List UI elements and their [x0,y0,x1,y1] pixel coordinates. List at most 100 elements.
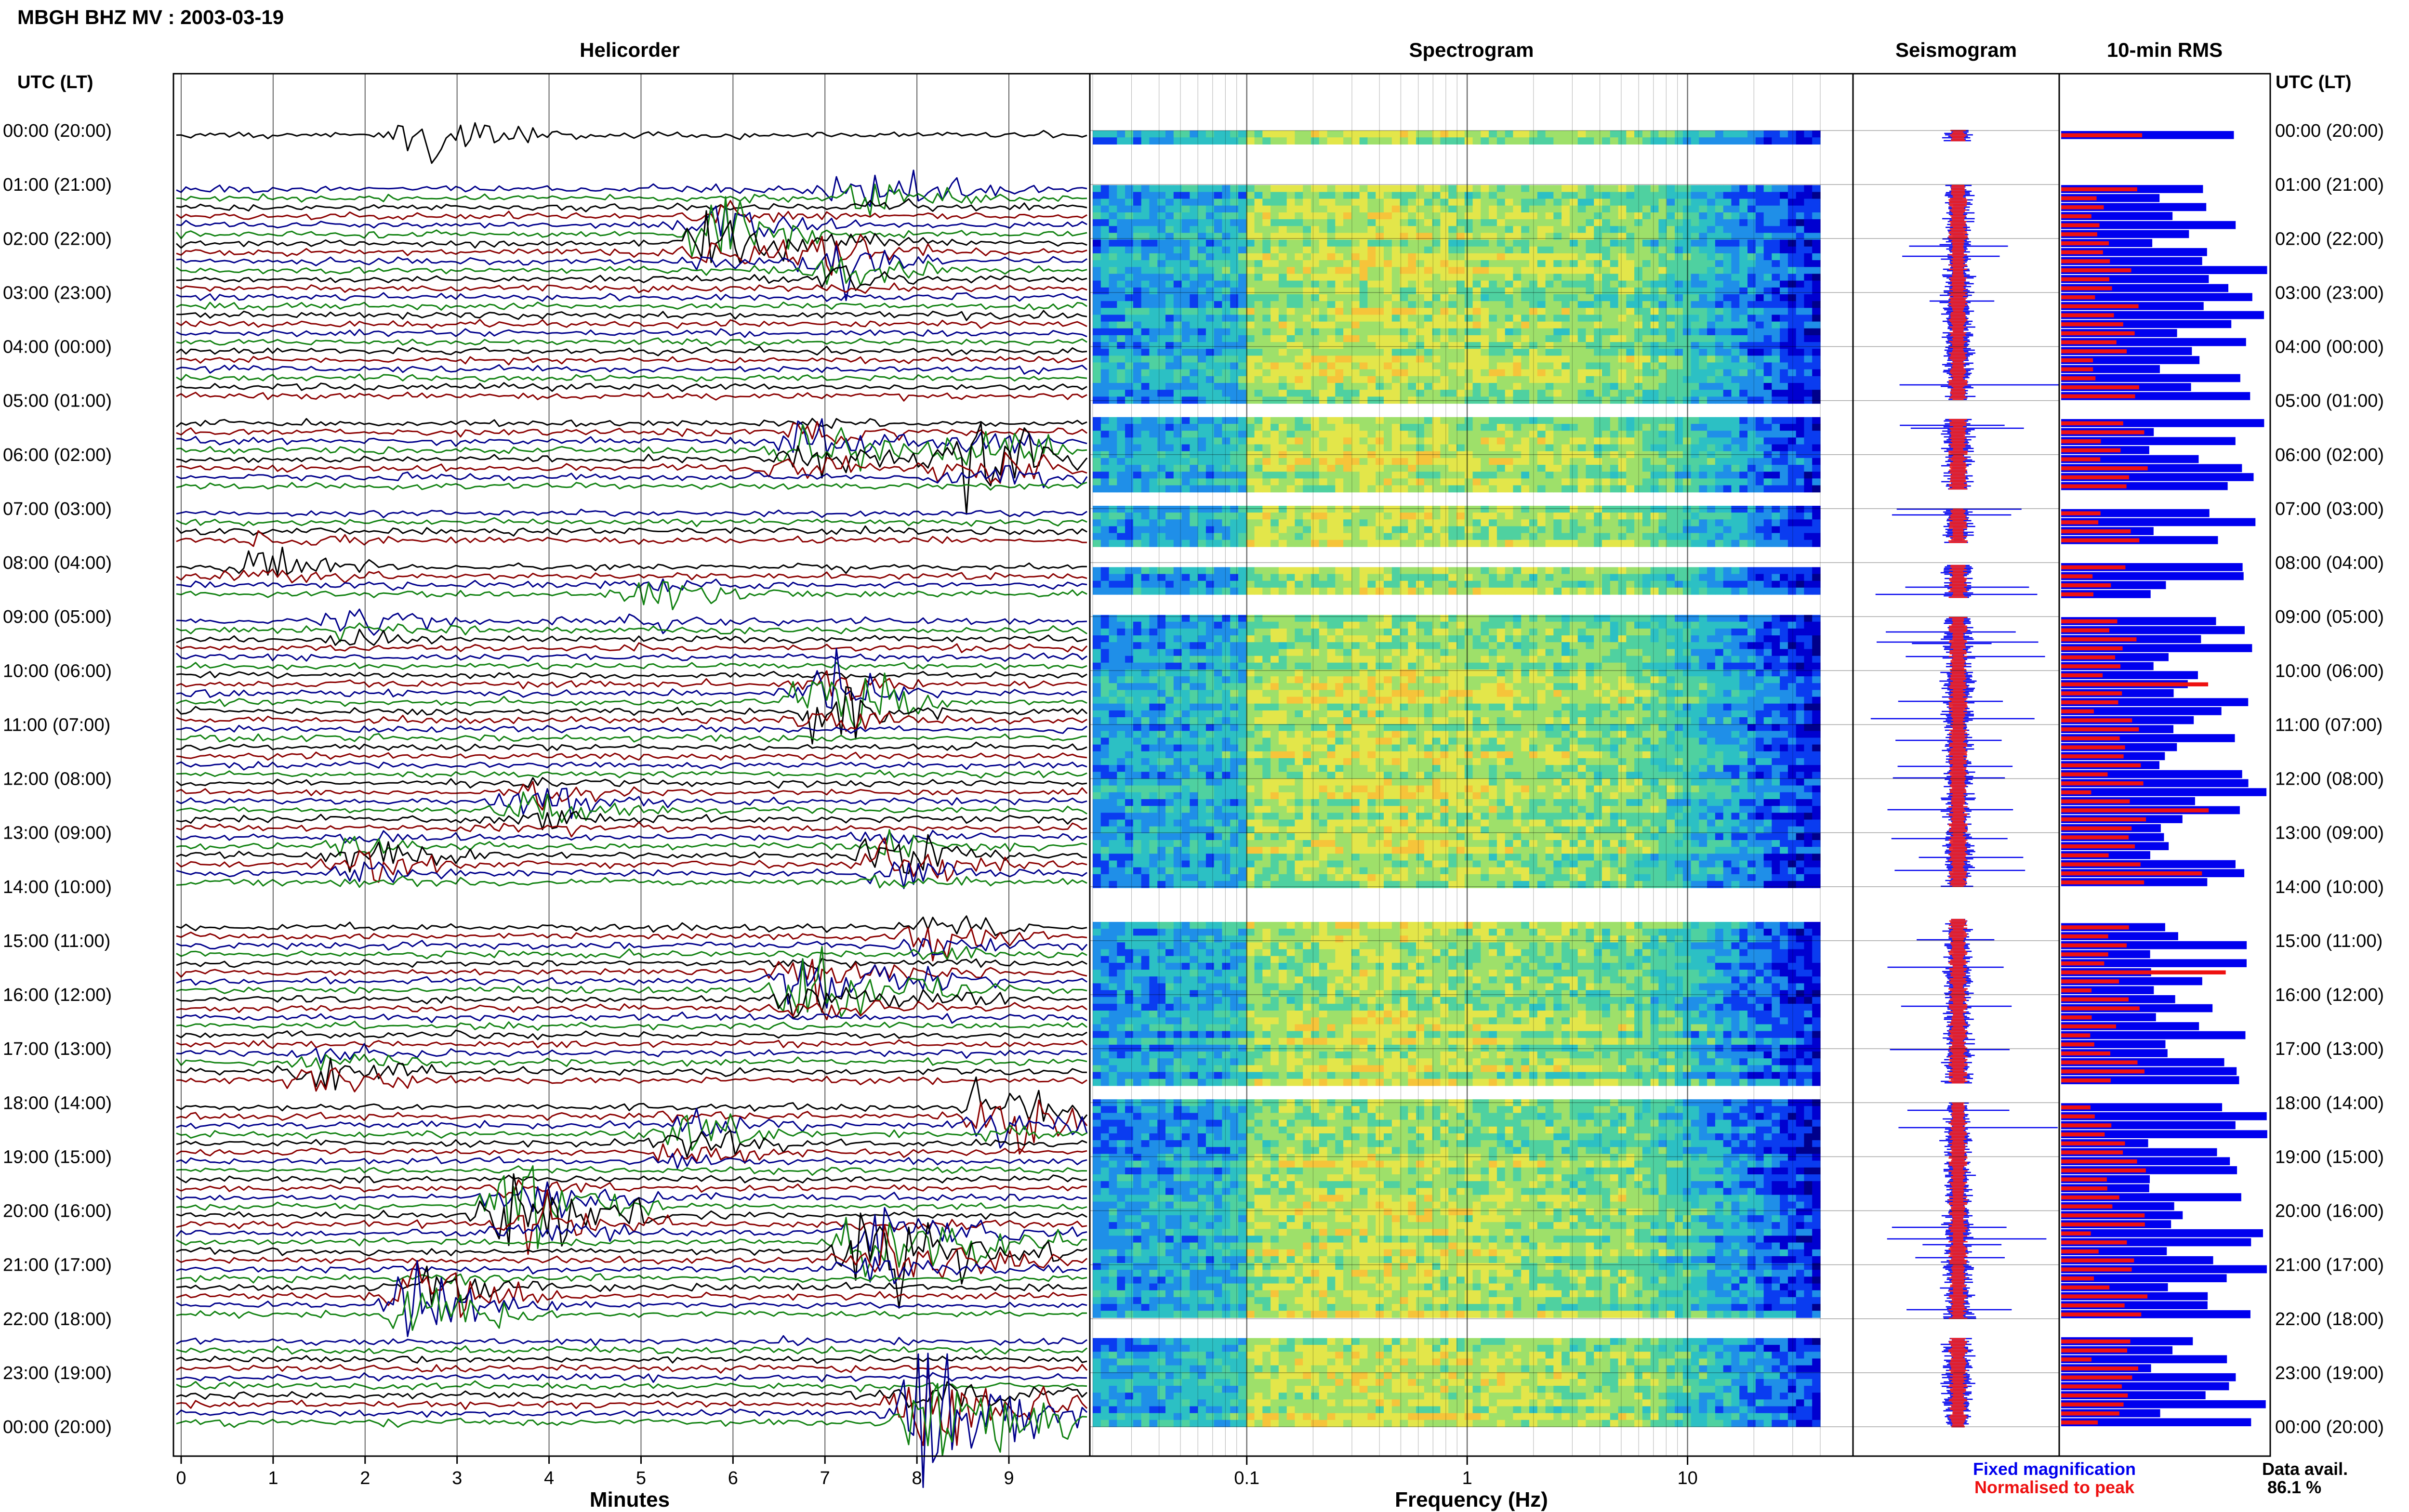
helicorder-trace [176,672,1087,731]
spectrogram-cell [1739,308,1748,315]
spectrogram-cell [1359,260,1368,267]
spectrogram-cell [1278,539,1287,547]
spectrogram-cell [1238,280,1247,288]
spectrogram-cell [1432,274,1441,281]
spectrogram-cell [1513,355,1522,363]
spectrogram-cell [1278,574,1287,581]
spectrogram-cell [1763,417,1772,424]
spectrogram-cell [1496,260,1506,267]
spectrogram-cell [1755,301,1764,308]
spectrogram-cell [1367,131,1376,138]
spectrogram-cell [1521,226,1530,234]
spectrogram-cell [1602,580,1611,588]
spectrogram-cell [1691,390,1699,397]
spectrogram-cell [1772,362,1780,370]
spectrogram-cell [1610,390,1619,397]
spectrogram-cell [1157,458,1166,465]
spectrogram-cell [1537,280,1546,288]
spectrogram-cell [1117,574,1125,581]
spectrogram-cell [1319,287,1328,295]
spectrogram-cell [1481,253,1489,261]
spectrogram-cell [1351,574,1360,581]
spectrogram-cell [1125,212,1134,220]
spectrogram-cell [1278,185,1287,193]
spectrogram-cell [1230,478,1239,486]
spectrogram-cell [1262,465,1271,472]
spectrogram-cell [1658,526,1667,534]
spectrogram-cell [1481,513,1489,520]
spectrogram-cell [1521,478,1530,486]
spectrogram-cell [1464,342,1473,349]
helicorder-trace [176,1165,1087,1249]
spectrogram-cell [1384,212,1392,220]
spectrogram-cell [1246,294,1255,302]
spectrogram-cell [1125,301,1134,308]
spectrogram-cell [1149,226,1158,234]
spectrogram-cell [1812,472,1821,479]
spectrogram-cell [1658,131,1667,138]
spectrogram-cell [1157,239,1166,247]
spectrogram-cell [1173,506,1182,513]
spectrogram-cell [1562,192,1570,199]
spectrogram-cell [1149,205,1158,213]
spectrogram-cell [1400,219,1408,226]
spectrogram-cell [1699,287,1707,295]
spectrogram-cell [1618,526,1627,534]
spectrogram-cell [1772,274,1780,281]
spectrogram-cell [1618,131,1627,138]
spectrogram-cell [1319,519,1328,527]
spectrogram-cell [1230,185,1239,193]
spectrogram-cell [1796,212,1805,220]
spectrogram-cell [1173,567,1182,575]
spectrogram-cell [1286,383,1296,390]
spectrogram-cell [1367,431,1376,438]
spectrogram-cell [1149,198,1158,206]
spectrogram-cell [1286,396,1296,404]
spectrogram-cell [1642,519,1651,527]
spectrogram-cell [1496,485,1506,493]
spectrogram-cell [1335,513,1344,520]
spectrogram-cell [1562,308,1570,315]
spectrogram-cell [1804,519,1813,527]
spectrogram-cell [1214,580,1223,588]
spectrogram-cell [1335,205,1344,213]
spectrogram-cell [1376,131,1384,138]
spectrogram-cell [1335,239,1344,247]
spectrogram-cell [1804,328,1813,336]
spectrogram-cell [1747,260,1756,267]
spectrogram-cell [1214,451,1223,459]
spectrogram-cell [1440,287,1449,295]
spectrogram-cell [1367,362,1376,370]
spectrogram-cell [1513,137,1522,145]
spectrogram-cell [1230,294,1239,302]
spectrogram-cell [1715,342,1724,349]
spectrogram-cell [1376,362,1384,370]
helicorder-trace [176,1107,1088,1149]
spectrogram-cell [1319,274,1328,281]
spectrogram-cell [1577,233,1587,240]
spectrogram-cell [1715,349,1724,356]
spectrogram-cell [1238,539,1247,547]
spectrogram-cell [1190,376,1198,383]
spectrogram-cell [1562,376,1570,383]
spectrogram-cell [1626,580,1635,588]
spectrogram-cell [1464,574,1473,581]
spectrogram-cell [1569,219,1578,226]
spectrogram-cell [1496,355,1506,363]
spectrogram-cell [1780,301,1788,308]
spectrogram-cell [1505,574,1514,581]
spectrogram-cell [1796,342,1805,349]
spectrogram-cell [1521,308,1530,315]
spectrogram-cell [1133,198,1142,206]
spectrogram-cell [1496,185,1506,193]
spectrogram-cell [1472,233,1481,240]
spectrogram-cell [1254,574,1263,581]
spectrogram-cell [1181,533,1190,540]
spectrogram-cell [1311,390,1320,397]
spectrogram-cell [1343,506,1352,513]
spectrogram-cell [1165,328,1174,336]
spectrogram-cell [1707,424,1716,431]
spectrogram-cell [1763,253,1772,261]
spectrogram-cell [1367,185,1376,193]
spectrogram-cell [1715,472,1724,479]
